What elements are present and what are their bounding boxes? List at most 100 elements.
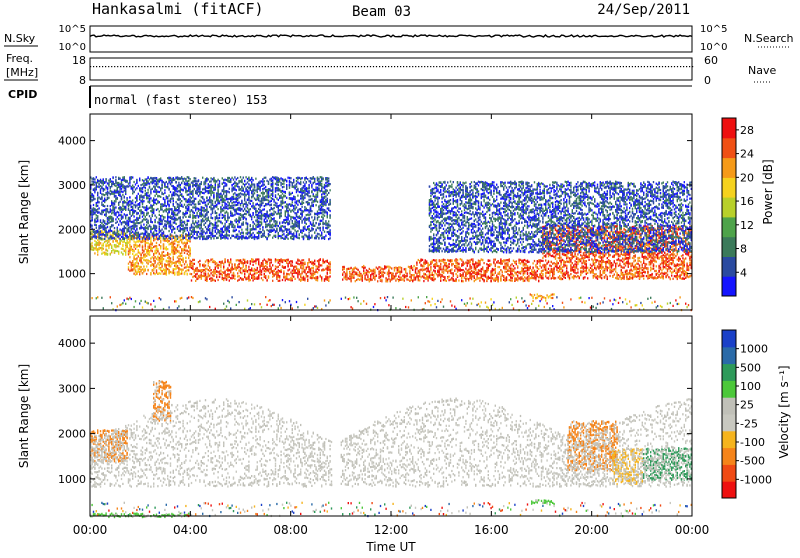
echo-cell: [233, 179, 234, 181]
echo-cell: [259, 217, 260, 219]
echo-cell: [114, 209, 115, 211]
echo-cell: [110, 243, 111, 245]
echo-cell: [201, 230, 202, 232]
echo-cell: [262, 195, 263, 197]
echo-cell: [146, 265, 147, 267]
echo-cell: [97, 197, 98, 199]
echo-cell: [234, 204, 235, 206]
echo-cell: [153, 212, 154, 214]
echo-cell: [189, 229, 190, 231]
echo-cell: [259, 273, 260, 275]
echo-cell: [261, 212, 262, 214]
freq-dot: [319, 66, 320, 67]
echo-cell: [199, 186, 200, 188]
echo-cell: [182, 269, 183, 271]
echo-cell: [122, 248, 123, 250]
echo-cell: [101, 233, 102, 235]
echo-cell: [128, 241, 129, 243]
echo-cell: [91, 178, 92, 180]
echo-cell: [167, 183, 168, 185]
echo-cell: [174, 206, 175, 208]
echo-cell: [108, 230, 109, 232]
echo-cell: [272, 271, 273, 273]
echo-cell: [259, 267, 260, 269]
echo-cell: [250, 200, 251, 202]
echo-cell: [143, 233, 144, 235]
echo-cell: [278, 261, 279, 263]
freq-dot: [650, 66, 651, 67]
echo-cell: [104, 188, 105, 190]
echo-cell: [138, 240, 139, 242]
echo-cell: [194, 200, 195, 202]
echo-cell: [93, 197, 94, 199]
echo-cell: [171, 271, 172, 273]
echo-cell: [278, 179, 279, 181]
echo-cell: [91, 234, 92, 236]
freq-dot: [644, 66, 645, 67]
echo-cell: [195, 198, 196, 200]
echo-cell: [142, 212, 143, 214]
echo-cell: [103, 224, 104, 226]
echo-cell: [164, 209, 165, 211]
echo-cell: [146, 197, 147, 199]
echo-cell: [241, 232, 242, 234]
echo-cell: [124, 299, 125, 301]
echo-cell: [273, 211, 274, 213]
echo-cell: [282, 183, 283, 185]
echo-cell: [93, 249, 94, 251]
echo-cell: [182, 216, 183, 218]
echo-cell: [199, 227, 200, 229]
echo-cell: [181, 241, 182, 243]
echo-cell: [119, 214, 120, 216]
echo-cell: [181, 255, 182, 257]
echo-cell: [282, 265, 283, 267]
echo-cell: [206, 298, 207, 300]
echo-cell: [244, 269, 245, 271]
echo-cell: [129, 200, 130, 202]
echo-cell: [287, 177, 288, 179]
echo-cell: [245, 222, 246, 224]
freq-dot: [93, 66, 94, 67]
freq-dot: [659, 66, 660, 67]
echo-cell: [216, 270, 217, 272]
echo-cell: [138, 255, 139, 257]
echo-cell: [248, 275, 249, 277]
echo-cell: [105, 231, 106, 233]
echo-cell: [139, 235, 140, 237]
echo-cell: [124, 208, 125, 210]
echo-cell: [188, 187, 189, 189]
echo-cell: [224, 195, 225, 197]
echo-cell: [219, 276, 220, 278]
freq-dot: [545, 66, 546, 67]
echo-cell: [213, 187, 214, 189]
echo-cell: [97, 208, 98, 210]
freq-dot: [412, 66, 413, 67]
echo-cell: [192, 263, 193, 265]
echo-cell: [94, 191, 95, 193]
echo-cell: [264, 219, 265, 221]
echo-cell: [159, 210, 160, 212]
echo-cell: [128, 217, 129, 219]
echo-cell: [224, 225, 225, 227]
echo-cell: [173, 227, 174, 229]
echo-cell: [198, 277, 199, 279]
freq-dot: [262, 66, 263, 67]
echo-cell: [154, 219, 155, 221]
echo-cell: [203, 209, 204, 211]
echo-cell: [290, 271, 291, 273]
echo-cell: [255, 199, 256, 201]
echo-cell: [255, 208, 256, 210]
echo-cell: [129, 182, 130, 184]
echo-cell: [185, 198, 186, 200]
echo-cell: [250, 187, 251, 189]
echo-cell: [143, 227, 144, 229]
echo-cell: [213, 275, 214, 277]
echo-cell: [147, 195, 148, 197]
echo-cell: [112, 217, 113, 219]
echo-cell: [164, 235, 165, 237]
echo-cell: [160, 230, 161, 232]
noise-right-label: N.Search: [744, 32, 794, 45]
echo-cell: [226, 274, 227, 276]
echo-cell: [108, 182, 109, 184]
echo-cell: [115, 244, 116, 246]
